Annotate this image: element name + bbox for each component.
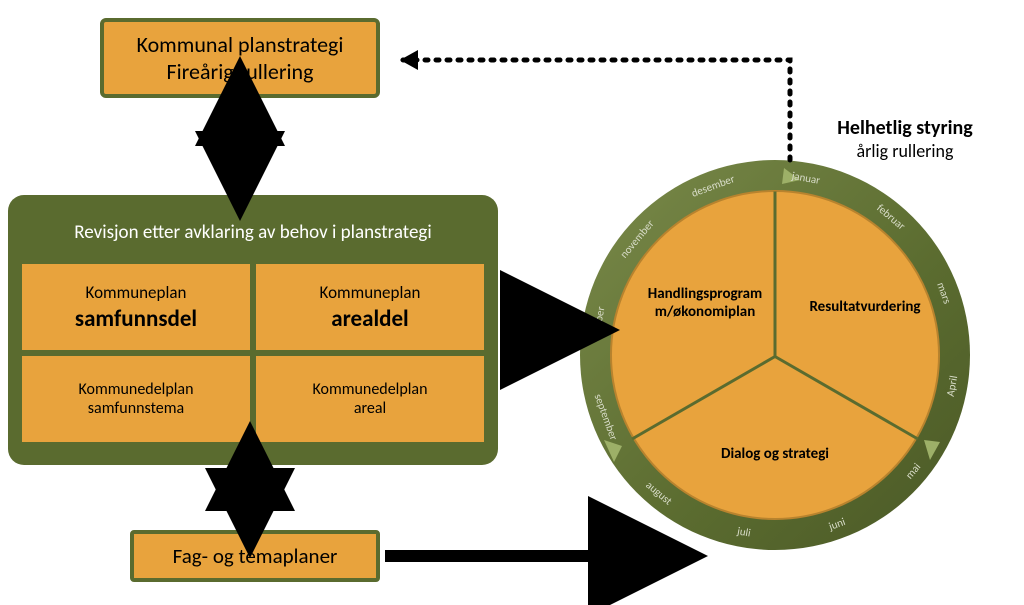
month-juli: juli: [736, 525, 752, 540]
top-box-line2: Fireårig rullering: [167, 58, 314, 85]
cell-samfunnsdel: Kommuneplan samfunnsdel: [22, 264, 250, 350]
top-box-line1: Kommunal planstrategi: [137, 31, 344, 58]
panel-grid: Kommuneplan samfunnsdel Kommuneplan area…: [22, 264, 484, 442]
cell-arealdel: Kommuneplan arealdel: [256, 264, 484, 350]
cell-areal: Kommunedelplan areal: [256, 356, 484, 442]
circle-header: Helhetlig styring årlig rullering: [805, 116, 1005, 162]
fag-temaplaner-box: Fag- og temaplaner: [130, 530, 380, 582]
ring-arrows: [580, 160, 970, 550]
cell-samfunnstema: Kommunedelplan samfunnstema: [22, 356, 250, 442]
panel-title: Revisjon etter avklaring av behov i plan…: [22, 221, 484, 244]
annual-cycle-circle: Handlingsprogram m/økonomiplan Resultatv…: [580, 160, 970, 550]
top-strategy-box: Kommunal planstrategi Fireårig rullering: [100, 18, 380, 98]
revision-panel: Revisjon etter avklaring av behov i plan…: [8, 195, 498, 465]
